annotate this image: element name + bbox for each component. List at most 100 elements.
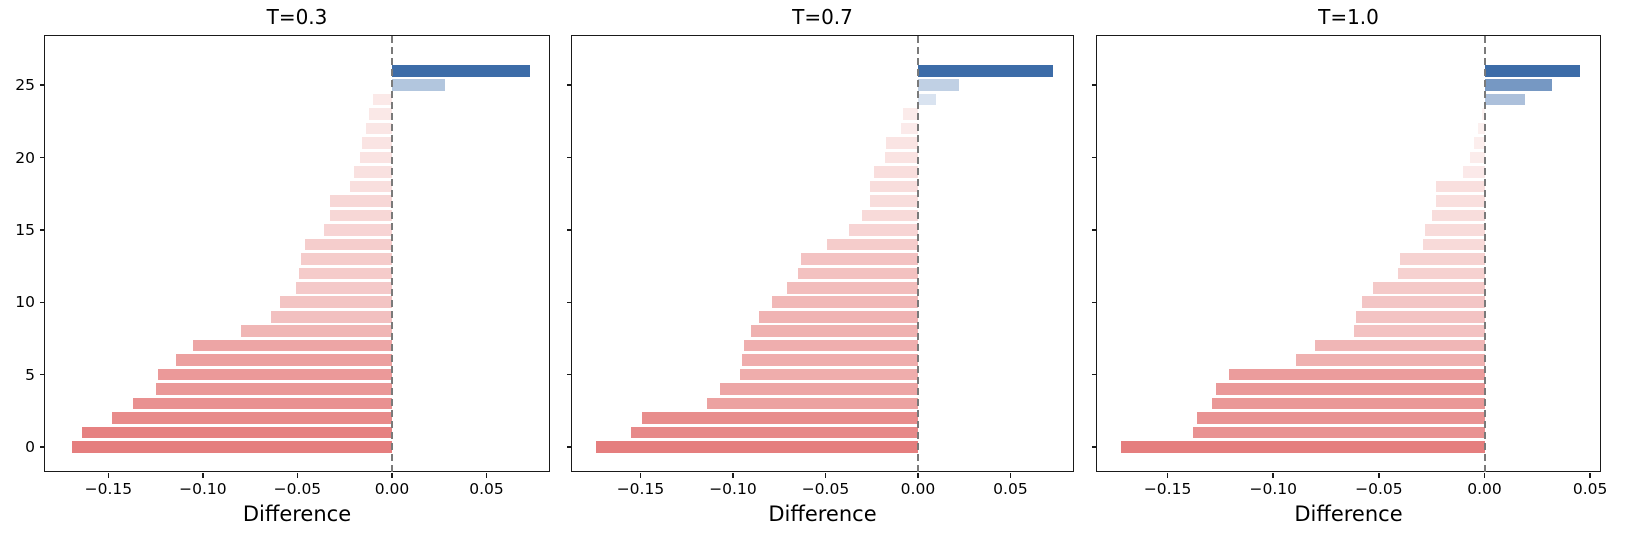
bar-21 <box>886 137 918 149</box>
bar-20 <box>1469 151 1485 164</box>
y-axis-tick <box>40 156 45 159</box>
bar-12 <box>299 267 392 280</box>
x-axis-tick-label: −0.05 <box>801 480 850 498</box>
bar-19 <box>354 166 392 178</box>
x-axis-tick <box>732 473 734 478</box>
bar-12 <box>1397 267 1485 280</box>
bar-20 <box>359 151 392 164</box>
y-axis-tick <box>1092 229 1097 231</box>
panel-t10-xlabel: Difference <box>1294 502 1403 526</box>
bar-23 <box>903 108 918 120</box>
bar-24 <box>1484 93 1525 106</box>
x-axis-tick <box>296 473 299 478</box>
bar-26 <box>917 64 1053 77</box>
bar-21 <box>361 137 392 149</box>
bar-7 <box>193 339 392 352</box>
bar-12 <box>797 267 918 280</box>
x-axis-tick-label: 0.00 <box>374 480 410 498</box>
bar-3 <box>1211 397 1485 410</box>
y-axis-tick <box>567 156 572 159</box>
bar-10 <box>280 296 392 309</box>
bar-17 <box>1435 195 1485 207</box>
bar-14 <box>827 238 918 251</box>
y-axis-tick <box>1092 373 1097 376</box>
bar-23 <box>369 108 392 120</box>
bar-8 <box>1353 325 1485 337</box>
y-axis-tick <box>40 373 45 376</box>
x-axis-tick <box>391 473 393 478</box>
bar-3 <box>132 397 392 410</box>
y-axis-tick <box>40 84 45 86</box>
x-axis-tick <box>639 473 642 478</box>
y-axis-tick-label: 10 <box>15 293 35 312</box>
bar-13 <box>801 253 918 265</box>
bar-21 <box>1473 137 1485 149</box>
x-axis-tick-label: −0.15 <box>84 480 133 498</box>
x-axis-tick-label: 0.05 <box>1572 480 1608 498</box>
bar-22 <box>901 122 918 135</box>
x-axis-tick <box>1483 473 1486 478</box>
bar-2 <box>112 412 392 424</box>
bar-25 <box>917 79 959 91</box>
y-axis-tick-label: 20 <box>15 148 35 167</box>
panel-t03-title: T=0.3 <box>266 5 328 29</box>
x-axis-tick <box>107 473 110 478</box>
bar-5 <box>157 368 392 381</box>
y-axis-tick <box>567 373 572 376</box>
bar-0 <box>596 441 918 453</box>
bar-6 <box>176 354 392 366</box>
panel-t07-xlabel: Difference <box>768 502 877 526</box>
panel-t10-title: T=1.0 <box>1318 5 1379 29</box>
bar-24 <box>917 93 937 106</box>
bar-14 <box>304 238 392 251</box>
bar-3 <box>707 397 918 410</box>
bar-4 <box>719 383 918 395</box>
bar-17 <box>869 195 918 207</box>
bar-24 <box>373 93 392 106</box>
x-axis-tick-label: −0.10 <box>1249 480 1297 498</box>
bar-15 <box>849 224 918 236</box>
bar-17 <box>329 195 392 207</box>
bar-5 <box>1228 368 1485 381</box>
bar-9 <box>270 310 392 323</box>
bar-8 <box>240 325 392 337</box>
bar-25 <box>1484 79 1553 91</box>
y-axis-tick-label: 5 <box>25 365 35 384</box>
y-axis-tick <box>1092 84 1097 86</box>
x-axis-tick-label: −0.10 <box>709 480 757 498</box>
panel-t07-plot-area: T=0.7 Difference −0.15 −0.10 −0.05 0.00 0.05 <box>567 5 1074 526</box>
bar-11 <box>295 281 392 294</box>
x-axis-tick <box>202 473 204 478</box>
bar-22 <box>365 122 392 135</box>
bar-9 <box>1355 310 1485 323</box>
bar-0 <box>1121 441 1485 453</box>
bar-5 <box>740 368 918 381</box>
x-axis-tick <box>485 473 488 478</box>
x-axis-tick-label: −0.15 <box>616 480 665 498</box>
bar-11 <box>786 281 918 294</box>
x-axis-tick-label: −0.05 <box>1355 480 1403 498</box>
x-axis-tick <box>1589 473 1591 478</box>
x-axis-tick <box>824 473 827 478</box>
y-axis-tick <box>567 446 572 448</box>
bar-1 <box>81 426 392 439</box>
x-axis-tick <box>1009 473 1012 478</box>
x-axis-tick-label: −0.05 <box>273 480 322 498</box>
bar-25 <box>391 79 445 91</box>
bar-18 <box>869 180 918 193</box>
bar-19 <box>873 166 918 178</box>
zero-reference-line <box>916 36 919 473</box>
panel-t10-plot-area: T=1.0 Difference −0.15 −0.10 −0.05 0.00 0.05 <box>1092 5 1607 526</box>
x-axis-tick <box>1378 473 1380 478</box>
y-axis-tick <box>567 229 572 231</box>
zero-reference-line <box>390 36 393 473</box>
x-axis-tick <box>1166 473 1169 478</box>
bar-23 <box>1482 108 1485 120</box>
x-axis-tick-label: −0.10 <box>179 480 227 498</box>
bar-2 <box>642 412 918 424</box>
bar-9 <box>758 310 918 323</box>
y-axis-tick-label: 15 <box>15 220 35 239</box>
bar-4 <box>1216 383 1485 395</box>
y-axis-tick-label: 0 <box>25 437 35 456</box>
